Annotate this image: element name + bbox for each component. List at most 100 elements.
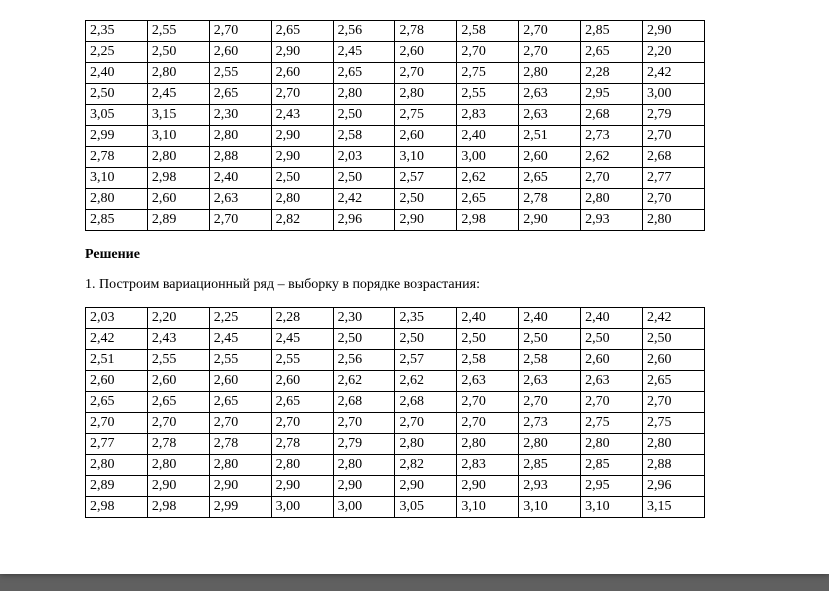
table-cell: 2,55 <box>209 350 271 371</box>
table-cell: 2,45 <box>147 84 209 105</box>
table-cell: 2,70 <box>519 42 581 63</box>
table-cell: 2,90 <box>457 476 519 497</box>
table-cell: 2,40 <box>581 308 643 329</box>
table-cell: 2,60 <box>147 189 209 210</box>
table-cell: 2,88 <box>643 455 705 476</box>
table-cell: 2,78 <box>209 434 271 455</box>
table-row: 2,802,602,632,802,422,502,652,782,802,70 <box>86 189 705 210</box>
table-cell: 2,50 <box>333 105 395 126</box>
table-cell: 2,40 <box>519 308 581 329</box>
table-cell: 2,89 <box>86 476 148 497</box>
table-cell: 2,60 <box>209 371 271 392</box>
table-cell: 2,63 <box>209 189 271 210</box>
table-cell: 3,10 <box>457 497 519 518</box>
table-cell: 2,70 <box>271 413 333 434</box>
table-cell: 3,00 <box>643 84 705 105</box>
table-cell: 2,62 <box>395 371 457 392</box>
table-cell: 2,65 <box>271 21 333 42</box>
table-cell: 2,57 <box>395 350 457 371</box>
table-cell: 2,57 <box>395 168 457 189</box>
table-cell: 2,28 <box>271 308 333 329</box>
table-cell: 2,80 <box>333 455 395 476</box>
table-row: 2,402,802,552,602,652,702,752,802,282,42 <box>86 63 705 84</box>
table-cell: 2,45 <box>333 42 395 63</box>
table-cell: 2,60 <box>147 371 209 392</box>
table-cell: 2,50 <box>395 189 457 210</box>
table-cell: 2,70 <box>643 392 705 413</box>
table-row: 2,802,802,802,802,802,822,832,852,852,88 <box>86 455 705 476</box>
table-cell: 2,50 <box>395 329 457 350</box>
table-cell: 2,65 <box>519 168 581 189</box>
table-cell: 2,20 <box>147 308 209 329</box>
table-cell: 2,98 <box>147 497 209 518</box>
table-cell: 2,68 <box>643 147 705 168</box>
table-cell: 2,73 <box>519 413 581 434</box>
table-cell: 2,58 <box>519 350 581 371</box>
table-cell: 2,70 <box>457 42 519 63</box>
table-cell: 2,40 <box>209 168 271 189</box>
table-cell: 2,50 <box>271 168 333 189</box>
table-cell: 2,80 <box>519 63 581 84</box>
table-cell: 2,25 <box>86 42 148 63</box>
table-cell: 2,70 <box>271 84 333 105</box>
table-cell: 2,75 <box>581 413 643 434</box>
table-cell: 2,70 <box>395 413 457 434</box>
table-cell: 2,75 <box>395 105 457 126</box>
table-cell: 2,90 <box>271 147 333 168</box>
table-cell: 2,78 <box>395 21 457 42</box>
table-cell: 2,77 <box>643 168 705 189</box>
table-cell: 2,90 <box>271 476 333 497</box>
table-cell: 2,90 <box>147 476 209 497</box>
table-cell: 2,93 <box>581 210 643 231</box>
data-table-original: 2,352,552,702,652,562,782,582,702,852,90… <box>85 20 705 231</box>
table-cell: 2,28 <box>581 63 643 84</box>
table-cell: 2,70 <box>581 392 643 413</box>
table-cell: 3,00 <box>271 497 333 518</box>
table-cell: 2,96 <box>643 476 705 497</box>
table-cell: 2,65 <box>209 392 271 413</box>
page: 2,352,552,702,652,562,782,582,702,852,90… <box>0 0 829 574</box>
table-cell: 2,68 <box>333 392 395 413</box>
table-cell: 2,58 <box>333 126 395 147</box>
table-cell: 2,85 <box>581 21 643 42</box>
table-cell: 2,40 <box>457 126 519 147</box>
table-cell: 2,58 <box>457 21 519 42</box>
table-cell: 2,56 <box>333 21 395 42</box>
table-cell: 2,03 <box>333 147 395 168</box>
table-cell: 2,45 <box>209 329 271 350</box>
table-cell: 2,60 <box>581 350 643 371</box>
table-cell: 2,80 <box>86 455 148 476</box>
table-cell: 2,30 <box>333 308 395 329</box>
table-cell: 2,70 <box>147 413 209 434</box>
table-cell: 2,82 <box>271 210 333 231</box>
table-cell: 2,70 <box>581 168 643 189</box>
table-cell: 2,98 <box>457 210 519 231</box>
table-cell: 2,99 <box>209 497 271 518</box>
table-cell: 2,65 <box>581 42 643 63</box>
table-cell: 2,90 <box>333 476 395 497</box>
table-row: 2,652,652,652,652,682,682,702,702,702,70 <box>86 392 705 413</box>
table-cell: 2,80 <box>457 434 519 455</box>
solution-heading: Решение <box>85 247 809 263</box>
table-cell: 2,63 <box>519 105 581 126</box>
table-cell: 2,80 <box>395 434 457 455</box>
table-cell: 2,70 <box>209 21 271 42</box>
table-cell: 2,90 <box>209 476 271 497</box>
table-cell: 2,80 <box>86 189 148 210</box>
table-cell: 2,96 <box>333 210 395 231</box>
table-cell: 2,68 <box>395 392 457 413</box>
table-cell: 2,40 <box>86 63 148 84</box>
table-row: 2,252,502,602,902,452,602,702,702,652,20 <box>86 42 705 63</box>
table-cell: 2,98 <box>86 497 148 518</box>
table-cell: 2,89 <box>147 210 209 231</box>
table-cell: 2,55 <box>457 84 519 105</box>
table-cell: 2,65 <box>643 371 705 392</box>
table-cell: 2,99 <box>86 126 148 147</box>
table-cell: 2,80 <box>209 455 271 476</box>
table-cell: 2,50 <box>457 329 519 350</box>
table-cell: 2,50 <box>147 42 209 63</box>
table-cell: 2,78 <box>271 434 333 455</box>
table-row: 2,502,452,652,702,802,802,552,632,953,00 <box>86 84 705 105</box>
table-cell: 2,80 <box>147 455 209 476</box>
table-cell: 2,65 <box>333 63 395 84</box>
